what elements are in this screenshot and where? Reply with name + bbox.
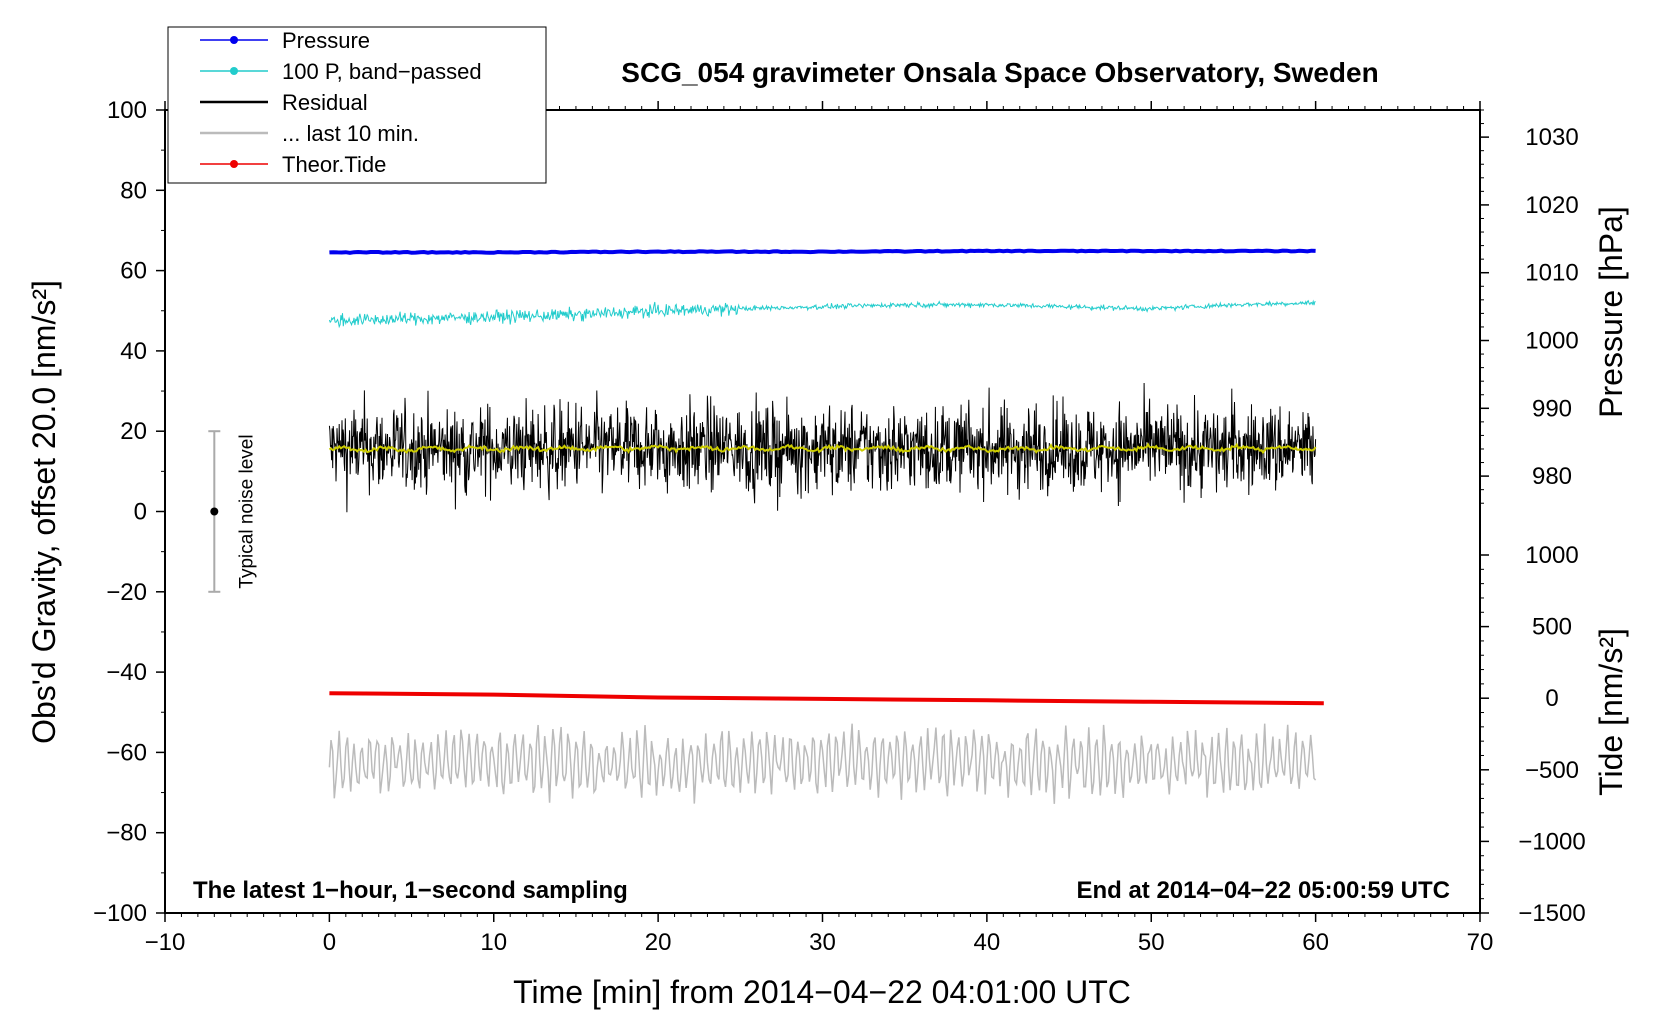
residual-smoothed-line — [328, 442, 1317, 455]
legend-label-residual: Residual — [282, 90, 368, 115]
legend: Pressure 100 P, band−passed Residual ...… — [167, 26, 547, 184]
x-axis: −10 0 10 20 30 40 50 60 70 — [145, 101, 1494, 956]
y-tick-label: 60 — [120, 258, 147, 285]
y-axis-left: −100 −80 −60 −40 −20 0 20 40 60 80 100 — [93, 97, 165, 927]
y-axis-right-pressure: 980 990 1000 1010 1020 1030 — [1480, 109, 1579, 504]
y-axis-tide-title: Tide [nm/s²] — [1593, 628, 1629, 796]
y-tick-label: −40 — [106, 659, 147, 686]
x-tick-label: 20 — [645, 929, 672, 956]
x-tick-label: 40 — [974, 929, 1001, 956]
tide-tick-label: 500 — [1532, 614, 1572, 641]
theor-tide-series-line — [329, 691, 1324, 706]
legend-marker-theor-tide — [230, 160, 238, 168]
pressure-tick-label: 1000 — [1525, 328, 1578, 355]
legend-marker-pressure — [230, 36, 238, 44]
noise-level-label: Typical noise level — [236, 434, 257, 588]
noise-level-indicator: Typical noise level — [208, 430, 257, 593]
pressure-series-line — [329, 248, 1316, 255]
x-tick-label: 70 — [1467, 929, 1494, 956]
sampling-note: The latest 1−hour, 1−second sampling — [193, 877, 628, 904]
gravity-series-layer — [328, 248, 1324, 804]
tide-tick-label: 0 — [1545, 685, 1558, 712]
y-tick-label: 80 — [120, 177, 147, 204]
legend-box — [167, 26, 547, 184]
residual-series-line — [328, 382, 1317, 513]
x-tick-label: 50 — [1138, 929, 1165, 956]
legend-label-pressure: Pressure — [282, 28, 370, 53]
y-axis-left-title: Obs'd Gravity, offset 20.0 [nm/s²] — [26, 280, 62, 744]
legend-label-bandpassed: 100 P, band−passed — [282, 59, 482, 84]
end-time-note: End at 2014−04−22 05:00:59 UTC — [1076, 877, 1450, 904]
pressure-tick-label: 1020 — [1525, 192, 1578, 219]
x-tick-label: 30 — [809, 929, 836, 956]
pressure-tick-label: 990 — [1532, 395, 1572, 422]
y-tick-label: −100 — [93, 900, 147, 927]
y-axis-right-tide: −1500 −1000 −500 0 500 1000 — [1480, 542, 1586, 927]
pressure-tick-label: 1010 — [1525, 260, 1578, 287]
tide-tick-label: −500 — [1525, 757, 1579, 784]
tide-tick-label: −1500 — [1518, 900, 1585, 927]
y-tick-label: 40 — [120, 338, 147, 365]
x-tick-label: 60 — [1302, 929, 1329, 956]
tide-tick-label: 1000 — [1525, 542, 1578, 569]
pressure-tick-label: 1030 — [1525, 124, 1578, 151]
legend-marker-bandpassed — [230, 67, 238, 75]
y-tick-label: 0 — [134, 499, 147, 526]
x-tick-label: −10 — [145, 929, 186, 956]
bandpassed-pressure-series-line — [328, 299, 1316, 329]
plot-area-frame — [164, 109, 1481, 914]
y-tick-label: −60 — [106, 739, 147, 766]
y-axis-pressure-title: Pressure [hPa] — [1593, 206, 1629, 418]
y-tick-label: −20 — [106, 579, 147, 606]
tide-tick-label: −1000 — [1518, 828, 1585, 855]
legend-label-theor-tide: Theor.Tide — [282, 152, 386, 177]
x-tick-label: 10 — [480, 929, 507, 956]
chart-title: SCG_054 gravimeter Onsala Space Observat… — [621, 57, 1378, 88]
y-tick-label: 20 — [120, 418, 147, 445]
x-axis-title: Time [min] from 2014−04−22 04:01:00 UTC — [513, 974, 1131, 1010]
y-tick-label: 100 — [107, 97, 147, 124]
legend-label-last-10-min: ... last 10 min. — [282, 121, 419, 146]
last-10-min-series-line — [328, 723, 1317, 804]
y-tick-label: −80 — [106, 820, 147, 847]
x-tick-label: 0 — [323, 929, 336, 956]
noise-bar-center-dot — [210, 507, 219, 516]
pressure-tick-label: 980 — [1532, 463, 1572, 490]
